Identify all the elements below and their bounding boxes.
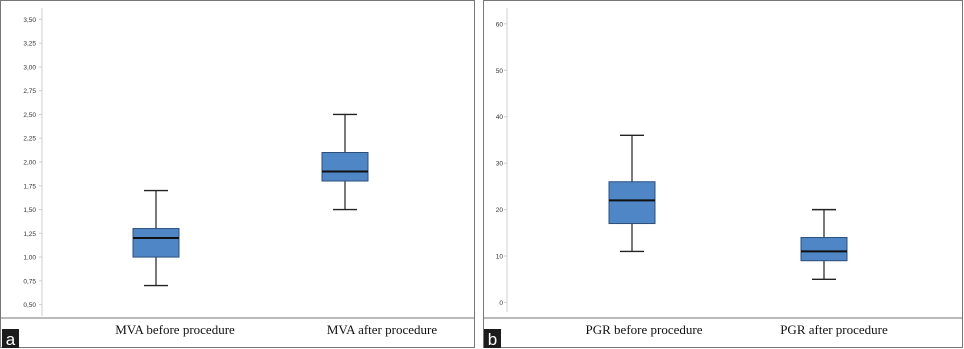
panel-a-y-tick-label: 3,00	[23, 64, 36, 71]
panel-a-box-2-iqr-box	[321, 151, 369, 182]
panel-b-box-2	[800, 208, 848, 281]
panel-a-box-1	[132, 189, 180, 287]
panel-b-y-tick-label: 60	[496, 21, 504, 28]
panel-b-letter: b	[488, 330, 497, 349]
panel-b-y-tick-label: 30	[496, 161, 504, 168]
panel-a-box-1-iqr-box	[132, 228, 180, 258]
panel-a-y-tick-label: 2,25	[23, 136, 36, 143]
panel-a-y-tick-label: 1,00	[23, 255, 36, 262]
panel-b-boxes	[608, 134, 848, 281]
panel-a-frame	[0, 0, 475, 348]
panel-a-y-tick-label: 2,75	[23, 88, 36, 95]
panel-a-y-tick-label: 1,25	[23, 231, 36, 238]
panel-b-y-tick-label: 40	[496, 114, 504, 121]
panel-b-y-tick-label: 50	[496, 68, 504, 75]
panel-a-category-2: MVA after procedure	[327, 322, 437, 337]
panel-b-category-2: PGR after procedure	[780, 322, 888, 337]
panel-b-letter-bg	[484, 329, 501, 348]
panel-b-frame	[483, 0, 963, 348]
panel-b-box-2-iqr-box	[800, 236, 848, 262]
panel-a: 3,50 3,25 3,00 2,75 2,50 2,25 2,00 1,75 1,50 1,25…	[0, 0, 475, 349]
panel-a-boxes	[132, 113, 369, 287]
panel-b-box-1	[608, 134, 656, 253]
panel-a-y-tick-label: 3,25	[23, 41, 36, 48]
panel-b-y-tick-label: 10	[496, 254, 504, 261]
panel-a-y-tick-label: 1,50	[23, 207, 36, 214]
panel-a-y-tick-label: 2,00	[23, 160, 36, 167]
panel-a-letter: a	[6, 330, 16, 349]
panel-b-category-1: PGR before procedure	[586, 322, 703, 337]
panel-b-y-tick-label: 0	[499, 300, 503, 307]
panel-a-box-2	[321, 113, 369, 211]
panel-a-y-ticks: 3,50 3,25 3,00 2,75 2,50 2,25 2,00 1,75 1,50 1,25…	[23, 17, 42, 309]
panel-b-y-ticks: 60 50 40 30 20 10 0	[496, 21, 507, 307]
panel-b-y-tick-label: 20	[496, 207, 504, 214]
panel-a-letter-bg	[2, 329, 19, 348]
panel-a-y-tick-label: 0,75	[23, 278, 36, 285]
panel-b-box-1-iqr-box	[608, 181, 656, 225]
panel-b: 60 50 40 30 20 10 0 PGR before procedure PGR a…	[483, 0, 963, 349]
panel-a-y-tick-label: 1,75	[23, 183, 36, 190]
panel-a-y-tick-label: 2,50	[23, 112, 36, 119]
panel-a-category-1: MVA before procedure	[115, 322, 235, 337]
panel-a-y-tick-label: 3,50	[23, 17, 36, 24]
panel-a-y-tick-label: 0,50	[23, 302, 36, 309]
